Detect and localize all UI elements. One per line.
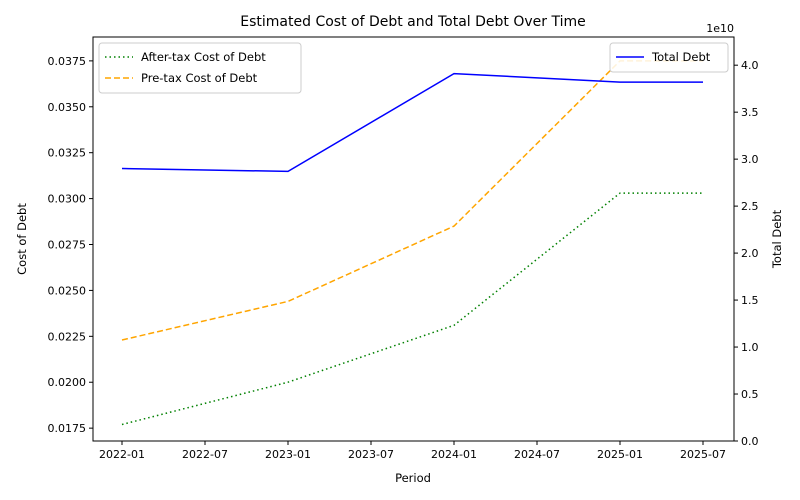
y-tick-label: 0.0350: [48, 101, 87, 114]
legend-entry: After-tax Cost of Debt: [141, 50, 266, 64]
series-line-after-tax-cost-of-debt: [121, 192, 703, 426]
y2-tick-label: 2.0: [741, 247, 759, 260]
x-tick-label: 2022-01: [99, 448, 145, 461]
series-line-total-debt: [121, 72, 703, 173]
y2-tick-label: 3.5: [741, 106, 759, 119]
y-tick-label: 0.0375: [48, 55, 87, 68]
legend-box: [98, 42, 302, 94]
y2-axis-label: Total Debt: [770, 209, 784, 269]
y2-tick-label: 0.5: [741, 388, 759, 401]
x-tick-label: 2022-07: [182, 448, 228, 461]
y2-exponent-label: 1e10: [706, 22, 734, 35]
y2-tick-label: 4.0: [741, 59, 759, 72]
x-axis-label: Period: [395, 471, 431, 485]
series-line-pre-tax-cost-of-debt: [121, 60, 703, 341]
y2-tick-label: 1.0: [741, 341, 759, 354]
y2-tick-label: 3.0: [741, 153, 759, 166]
chart-title: Estimated Cost of Debt and Total Debt Ov…: [240, 14, 585, 30]
x-tick-label: 2024-01: [431, 448, 477, 461]
x-tick-label: 2024-07: [514, 448, 560, 461]
legend-entry: Pre-tax Cost of Debt: [141, 71, 258, 85]
y2-tick-label: 0.0: [741, 435, 759, 448]
y-tick-label: 0.0275: [48, 239, 87, 252]
legend-left: After-tax Cost of Debt Pre-tax Cost of De…: [98, 42, 302, 94]
legend-right: Total Debt: [609, 42, 729, 73]
y2-tick-label: 1.5: [741, 294, 759, 307]
x-tick-label: 2025-01: [597, 448, 643, 461]
y-tick-label: 0.0225: [48, 330, 87, 343]
y-tick-label: 0.0300: [48, 193, 87, 206]
y-axis-label: Cost of Debt: [15, 203, 29, 275]
y-tick-label: 0.0250: [48, 284, 87, 297]
x-tick-label: 2023-07: [348, 448, 394, 461]
y-tick-label: 0.0175: [48, 422, 87, 435]
legend-entry: Total Debt: [651, 50, 711, 64]
y-tick-label: 0.0325: [48, 147, 87, 160]
x-tick-label: 2023-01: [265, 448, 311, 461]
plot-frame: [92, 36, 735, 442]
legend-box: [609, 42, 729, 73]
y-tick-label: 0.0200: [48, 376, 87, 389]
y2-tick-label: 2.5: [741, 200, 759, 213]
x-tick-label: 2025-07: [680, 448, 726, 461]
